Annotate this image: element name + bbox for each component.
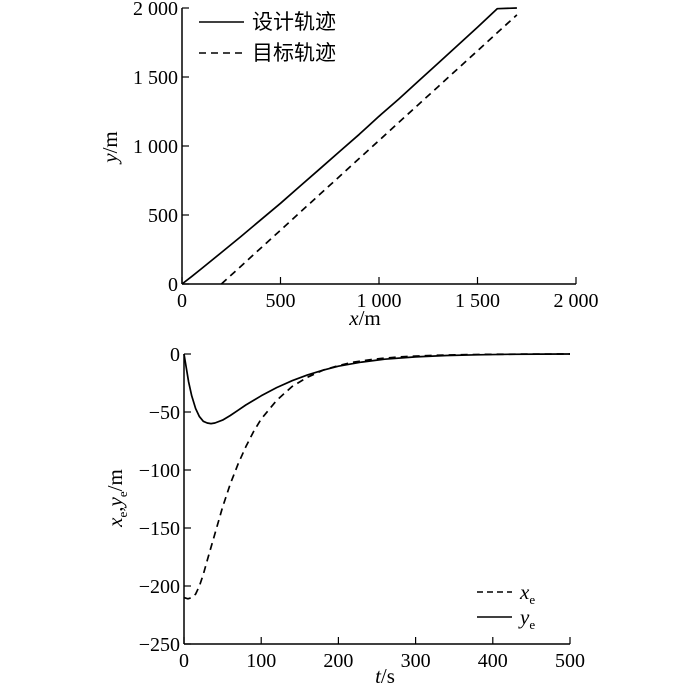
trajectory-series xyxy=(181,7,518,285)
trajectory-x-tick-label: 500 xyxy=(266,290,296,312)
legend-xe-label: xe xyxy=(519,580,535,607)
trajectory-y-tick-label: 0 xyxy=(168,274,178,296)
error-chart: 0 100 200 300 400 500 0 −50 −100 −150 −200 −250 xe … xyxy=(103,344,585,685)
trajectory-y-tick-label: 500 xyxy=(148,205,178,227)
legend-target-trajectory-label: 目标轨迹 xyxy=(252,41,336,65)
error-legend: xe ye xyxy=(477,580,535,632)
legend-ye-label: ye xyxy=(518,605,535,632)
error-y-axis-label: xe,ye/m xyxy=(103,469,130,528)
trajectory-y-tick-label: 1 000 xyxy=(133,136,178,158)
error-x-tick-label: 300 xyxy=(401,650,431,672)
trajectory-x-tick-label: 1 000 xyxy=(357,290,402,312)
error-series-solid-line xyxy=(183,353,571,425)
trajectory-chart: 0 500 1 000 1 500 2 000 0 500 1 000 1 500 2 000 设… xyxy=(98,0,599,330)
trajectory-series-solid-line xyxy=(181,7,517,285)
trajectory-x-tick-label: 0 xyxy=(177,290,187,312)
error-x-tick-label: 400 xyxy=(478,650,508,672)
trajectory-x-tick-label: 1 500 xyxy=(455,290,500,312)
error-x-axis-label: t/s xyxy=(375,664,395,685)
error-y-tick-label: −50 xyxy=(149,402,180,424)
trajectory-y-axis-label: y/m xyxy=(98,131,122,165)
trajectory-legend: 设计轨迹 目标轨迹 xyxy=(199,10,336,65)
error-x-tick-label: 500 xyxy=(555,650,585,672)
error-x-tick-label: 100 xyxy=(246,650,276,672)
error-y-tick-label: −100 xyxy=(139,460,180,482)
error-series xyxy=(183,353,571,600)
error-series-dashed-line xyxy=(183,353,571,600)
trajectory-series-dashed-line xyxy=(220,14,518,285)
error-x-tick-label: 200 xyxy=(323,650,353,672)
trajectory-x-tick-label: 2 000 xyxy=(554,290,599,312)
error-y-tick-label: −150 xyxy=(139,518,180,540)
error-y-tick-label: 0 xyxy=(170,344,180,366)
error-y-tick-label: −250 xyxy=(139,634,180,656)
trajectory-x-axis-label: x/m xyxy=(348,306,381,330)
trajectory-axes: 0 500 1 000 1 500 2 000 0 500 1 000 1 500 2 000 xyxy=(133,0,599,312)
error-x-tick-label: 0 xyxy=(179,650,189,672)
error-y-tick-label: −200 xyxy=(139,576,180,598)
error-axes: 0 100 200 300 400 500 0 −50 −100 −150 −200 −250 xyxy=(139,344,585,672)
legend-design-trajectory-label: 设计轨迹 xyxy=(252,10,336,34)
trajectory-y-tick-label: 2 000 xyxy=(133,0,178,20)
trajectory-y-tick-label: 1 500 xyxy=(133,67,178,89)
